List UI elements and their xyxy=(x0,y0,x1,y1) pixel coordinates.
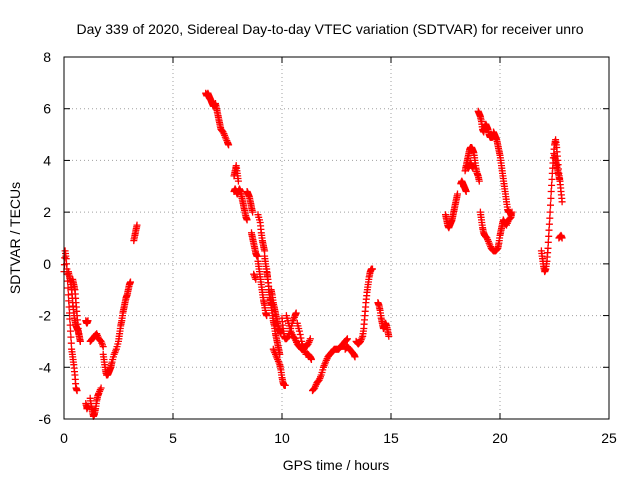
data-point xyxy=(546,214,554,222)
data-point xyxy=(295,327,303,335)
chart-title: Day 339 of 2020, Sidereal Day-to-day VTE… xyxy=(76,21,583,37)
data-point xyxy=(64,291,72,299)
data-point xyxy=(67,333,75,341)
x-tick-label: 10 xyxy=(274,430,290,446)
data-point xyxy=(249,208,257,216)
data-point xyxy=(65,297,73,305)
x-tick-label: 5 xyxy=(169,430,177,446)
data-point xyxy=(462,188,470,195)
data-point xyxy=(66,321,74,329)
data-point xyxy=(67,339,75,347)
data-point xyxy=(251,274,259,282)
data-point xyxy=(544,244,552,252)
axis-ticks xyxy=(63,56,610,420)
data-point xyxy=(296,331,304,338)
data-point xyxy=(548,175,556,183)
x-axis-label: GPS time / hours xyxy=(283,457,390,473)
data-point xyxy=(547,201,554,209)
data-point xyxy=(263,312,271,320)
data-point xyxy=(469,164,477,172)
y-tick-label: -6 xyxy=(39,411,52,427)
x-tick-label: 25 xyxy=(601,430,617,446)
y-tick-label: -4 xyxy=(39,359,52,375)
data-point xyxy=(556,177,564,185)
x-tick-label: 20 xyxy=(492,430,508,446)
data-point xyxy=(76,337,84,345)
y-tick-label: 0 xyxy=(43,256,51,272)
data-point xyxy=(284,333,292,341)
data-point xyxy=(343,335,351,343)
y-tick-label: 4 xyxy=(43,152,51,168)
data-point xyxy=(547,188,555,195)
data-point xyxy=(545,232,553,240)
x-tick-label: 0 xyxy=(60,430,68,446)
data-point xyxy=(66,315,74,323)
data-point xyxy=(243,216,251,224)
data-point xyxy=(127,278,134,286)
data-point xyxy=(545,220,553,228)
data-point xyxy=(558,234,566,242)
data-point xyxy=(61,254,69,262)
data-point xyxy=(73,387,81,395)
x-tick-labels: 0 5 10 15 20 25 xyxy=(60,430,617,446)
data-point xyxy=(508,208,516,216)
plot-frame xyxy=(63,56,610,420)
y-tick-label: 8 xyxy=(43,49,51,65)
data-point xyxy=(65,303,73,311)
data-point xyxy=(67,327,74,335)
data-point xyxy=(475,177,483,185)
data-point xyxy=(297,334,305,342)
y-tick-labels: -6 -4 -2 0 2 4 6 8 xyxy=(39,49,52,427)
data-point xyxy=(133,221,141,229)
data-point xyxy=(558,198,566,206)
data-point xyxy=(112,347,120,355)
data-point xyxy=(369,265,376,273)
y-tick-label: 6 xyxy=(43,101,51,117)
grid-lines xyxy=(64,57,609,419)
data-point xyxy=(250,272,258,280)
y-axis-label: SDTVAR / TECUs xyxy=(7,182,23,294)
y-tick-label: 2 xyxy=(43,204,51,220)
y-tick-label: -2 xyxy=(39,308,52,324)
data-point xyxy=(97,384,105,392)
data-point xyxy=(544,238,552,246)
data-point xyxy=(111,349,119,357)
data-point xyxy=(454,190,461,198)
data-point xyxy=(225,141,233,149)
data-point xyxy=(351,353,359,361)
data-point xyxy=(546,208,554,216)
data-point xyxy=(307,356,315,363)
data-point xyxy=(548,181,556,189)
data-point xyxy=(385,332,393,340)
data-point xyxy=(281,381,289,389)
data-point xyxy=(306,335,314,343)
data-point xyxy=(545,226,553,234)
data-point xyxy=(84,317,92,325)
data-point xyxy=(292,309,300,317)
data-point xyxy=(343,336,351,344)
data-point xyxy=(99,343,107,351)
x-tick-label: 15 xyxy=(383,430,399,446)
data-point xyxy=(234,177,242,185)
data-points xyxy=(60,89,566,420)
data-point xyxy=(547,194,555,202)
